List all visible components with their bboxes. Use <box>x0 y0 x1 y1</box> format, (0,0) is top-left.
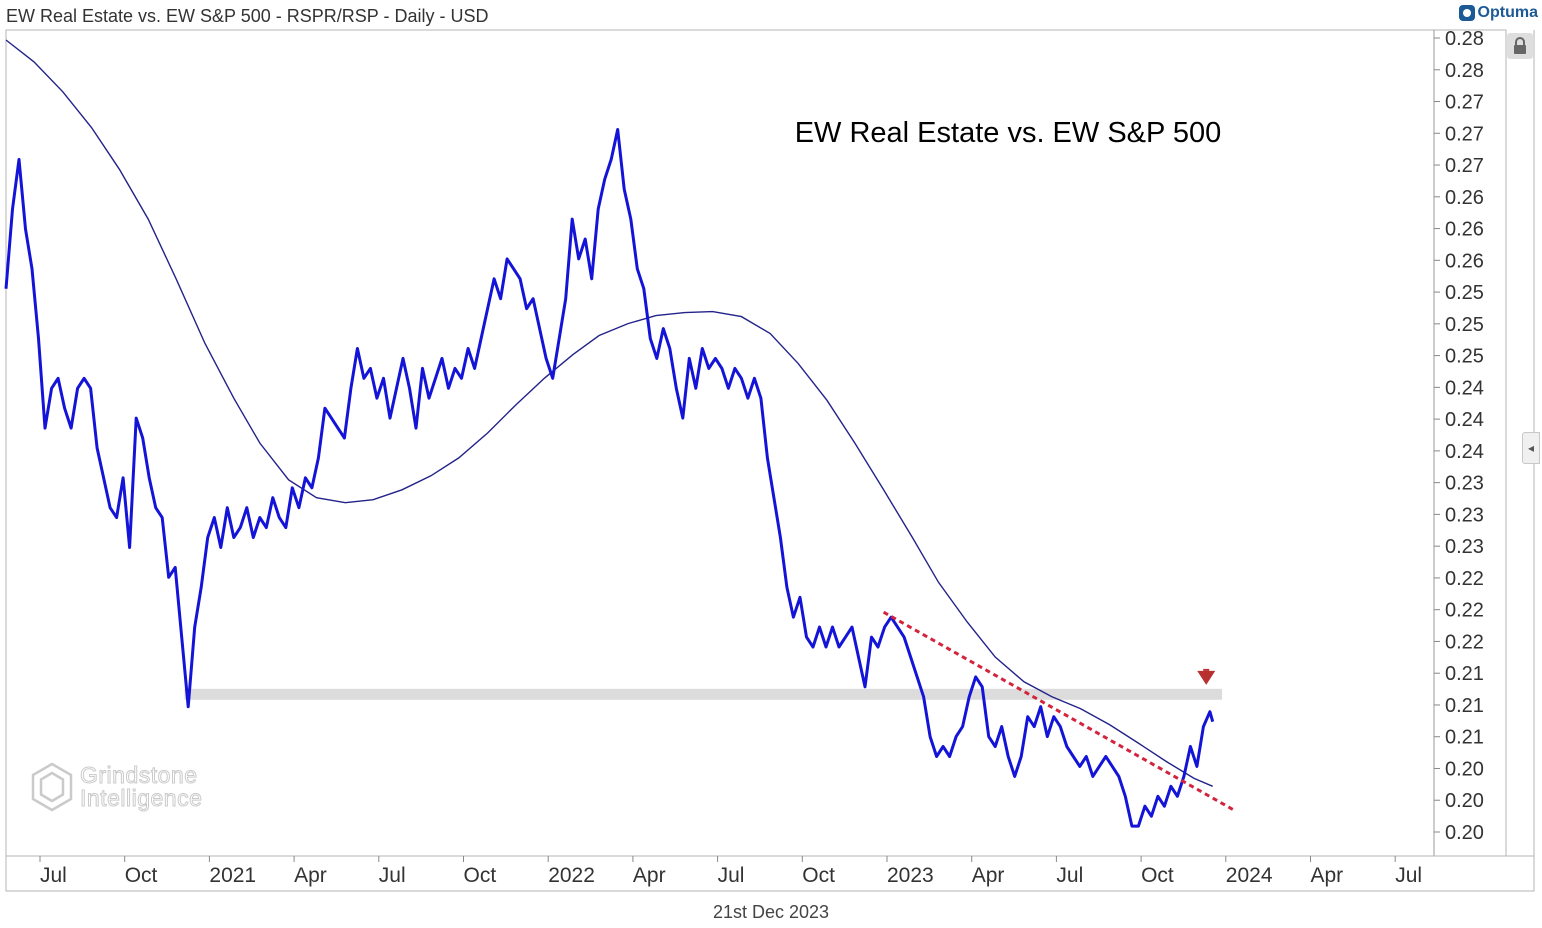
watermark-line2: Intelligence <box>79 785 203 811</box>
support-band <box>184 688 1223 700</box>
y-tick-label: 0.21 <box>1445 663 1484 685</box>
x-tick-label: Oct <box>1141 864 1174 887</box>
y-tick-label: 0.21 <box>1445 727 1484 749</box>
side-panel-toggle[interactable]: ◂ <box>1522 432 1540 464</box>
x-tick-label: Jul <box>1395 864 1422 887</box>
arrow-stem <box>1203 668 1210 671</box>
y-tick-label: 0.23 <box>1445 473 1484 495</box>
downtrend-line <box>882 610 1237 813</box>
y-tick-label: 0.25 <box>1445 346 1484 368</box>
y-tick-label: 0.24 <box>1445 377 1484 399</box>
y-tick-label: 0.24 <box>1445 409 1484 431</box>
plot-frame <box>5 29 1507 857</box>
y-axis: 0.28 0.28 0.27 0.27 0.27 0.26 0.26 0.26 0.25 0.25… <box>1434 28 1484 844</box>
x-tick-label: Jul <box>379 864 406 887</box>
y-tick-label: 0.20 <box>1445 790 1484 812</box>
chevron-left-icon: ◂ <box>1527 441 1535 455</box>
x-tick-label: Apr <box>1311 864 1344 887</box>
x-tick-label: 2023 <box>887 864 934 887</box>
x-tick-label: Jul <box>718 864 745 887</box>
x-tick-label: Apr <box>294 864 327 887</box>
optuma-logo-icon <box>1458 5 1475 21</box>
x-tick-label: Jul <box>40 864 67 887</box>
y-tick-label: 0.27 <box>1445 123 1484 145</box>
y-tick-label: 0.21 <box>1445 695 1484 717</box>
x-tick-label: Apr <box>633 864 666 887</box>
y-tick-label: 0.26 <box>1445 250 1484 272</box>
x-axis: Jul Oct 2021 Apr Jul Oct 2022 Apr Jul Oct 2023 Apr J… <box>39 856 1422 887</box>
y-tick-label: 0.23 <box>1445 504 1484 526</box>
y-tick-label: 0.24 <box>1445 441 1484 463</box>
brand-name: Optuma <box>1477 4 1538 21</box>
x-tick-label: 2022 <box>548 864 595 887</box>
x-tick-label: Oct <box>125 864 158 887</box>
breakout-arrow <box>1197 668 1216 685</box>
y-tick-label: 0.23 <box>1445 536 1484 558</box>
chart-date-label: 21st Dec 2023 <box>712 902 830 922</box>
y-tick-label: 0.20 <box>1445 758 1484 780</box>
price-series-line[interactable] <box>4 128 1215 828</box>
y-tick-label: 0.28 <box>1445 60 1484 82</box>
y-tick-label: 0.27 <box>1445 155 1484 177</box>
x-tick-label: Oct <box>464 864 497 887</box>
y-tick-label: 0.22 <box>1445 568 1484 590</box>
x-tick-label: Apr <box>972 864 1005 887</box>
lock-button[interactable] <box>1507 33 1533 59</box>
y-tick-label: 0.26 <box>1445 187 1484 209</box>
x-tick-label: Jul <box>1056 864 1083 887</box>
chart-header-title: EW Real Estate vs. EW S&P 500 - RSPR/RSP… <box>6 6 489 26</box>
chart-title: EW Real Estate vs. EW S&P 500 <box>795 117 1222 149</box>
y-tick-label: 0.27 <box>1445 92 1484 114</box>
y-tick-label: 0.26 <box>1445 219 1484 241</box>
y-tick-label: 0.28 <box>1445 28 1484 50</box>
y-tick-label: 0.20 <box>1445 822 1484 844</box>
lock-icon <box>1514 37 1526 54</box>
moving-average-line <box>5 39 1213 787</box>
x-tick-label: 2021 <box>209 864 256 887</box>
y-tick-label: 0.22 <box>1445 600 1484 622</box>
arrow-head <box>1197 670 1216 685</box>
optuma-brand: Optuma <box>1458 4 1538 22</box>
y-tick-label: 0.22 <box>1445 631 1484 653</box>
y-tick-label: 0.25 <box>1445 282 1484 304</box>
x-tick-label: 2024 <box>1226 864 1273 887</box>
grindstone-logo-icon <box>31 762 73 812</box>
watermark-line1: Grindstone <box>79 762 198 788</box>
x-tick-label: Oct <box>802 864 835 887</box>
watermark: Grindstone Intelligence <box>30 762 202 812</box>
y-tick-label: 0.25 <box>1445 314 1484 336</box>
